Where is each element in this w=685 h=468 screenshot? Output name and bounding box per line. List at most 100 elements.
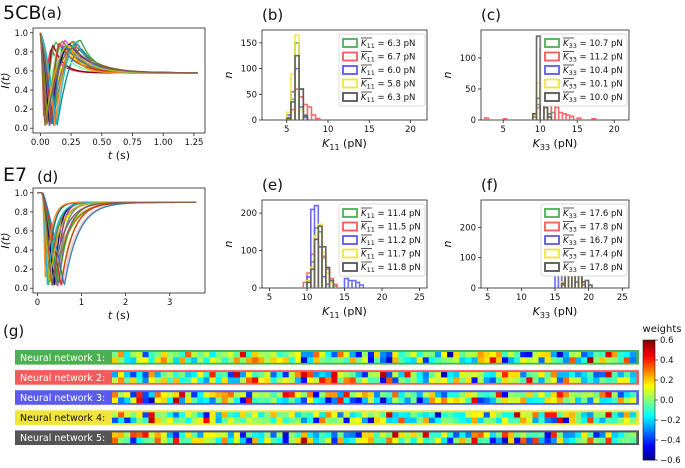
colorbar-segment	[643, 436, 655, 439]
colorbar-segment	[643, 354, 655, 357]
heatmap-cell	[374, 432, 381, 438]
heatmap-cell	[349, 432, 357, 438]
heatmap-cell	[313, 392, 320, 398]
legend-box-f	[540, 203, 628, 277]
heatmap-cell	[233, 357, 241, 363]
heatmap-cell	[239, 372, 247, 378]
heatmap-cell	[623, 372, 631, 378]
heatmap-cell	[422, 412, 430, 418]
heatmap-cell	[191, 372, 198, 378]
colorbar-segment	[643, 440, 655, 443]
legend-swatch	[544, 92, 560, 102]
heatmap-cell	[495, 357, 503, 363]
heatmap-cell	[313, 377, 320, 383]
heatmap-cell	[599, 377, 606, 383]
heatmap-cell	[538, 372, 545, 378]
y-tick-label-c: 0	[471, 116, 476, 126]
heatmap-cell	[508, 392, 515, 398]
panel-label-a: (a)	[41, 4, 62, 22]
heatmap-cell	[179, 397, 186, 403]
heatmap-cell	[124, 437, 131, 444]
heatmap-cell	[532, 397, 539, 403]
heatmap-cell	[288, 437, 296, 444]
heatmap-cell	[258, 377, 265, 383]
heatmap-cell	[343, 437, 350, 444]
heatmap-cell	[118, 412, 125, 418]
heatmap-cell	[252, 377, 259, 383]
series-line	[39, 32, 198, 125]
heatmap-cell	[374, 357, 381, 363]
x-tick-label-b: 10	[323, 125, 334, 135]
heatmap-cell	[337, 377, 344, 383]
heatmap-cell	[227, 437, 235, 444]
heatmap-cell	[221, 437, 229, 444]
heatmap-cell	[532, 352, 539, 358]
heatmap-cell	[374, 352, 381, 358]
heatmap-cell	[215, 372, 222, 378]
heatmap-cell	[270, 417, 277, 424]
heatmap-cell	[124, 372, 131, 378]
heatmap-cell	[282, 437, 289, 444]
heatmap-cell	[343, 392, 350, 398]
heatmap-cell	[300, 417, 308, 424]
heatmap-cell	[623, 357, 631, 363]
heatmap-cell	[532, 437, 539, 444]
heatmap-cell	[337, 412, 344, 418]
colorbar-segment	[643, 392, 655, 395]
heatmap-cell	[520, 412, 527, 418]
heatmap-cell	[154, 357, 162, 363]
heatmap-cell	[587, 352, 594, 358]
legend-swatch	[544, 235, 560, 245]
heatmap-cell	[520, 397, 527, 403]
heatmap-cell	[544, 392, 551, 398]
colorbar-segment	[643, 406, 655, 409]
heatmap-cell	[544, 372, 551, 378]
heatmap-cell	[166, 417, 174, 424]
heatmap-cell	[495, 417, 503, 424]
heatmap-cell	[538, 412, 545, 418]
heatmap-cell	[258, 352, 265, 358]
heatmap-cell	[185, 417, 192, 424]
histogram-series-3	[306, 204, 365, 288]
colorbar-segment	[643, 346, 655, 349]
heatmap-cell	[203, 437, 210, 444]
heatmap-cell	[124, 377, 131, 383]
heatmap-cell	[441, 357, 448, 363]
heatmap-cell	[562, 357, 570, 363]
heatmap-cell	[331, 352, 338, 358]
heatmap-cell	[136, 357, 143, 363]
heatmap-cell	[471, 412, 478, 418]
heatmap-cell	[276, 392, 283, 398]
heatmap-cell	[203, 352, 210, 358]
heatmap-cell	[215, 377, 222, 383]
heatmap-cell	[374, 377, 381, 383]
heatmap-cell	[459, 417, 466, 424]
heatmap-cell	[294, 377, 302, 383]
heatmap-cell	[483, 392, 491, 398]
legend-swatch	[544, 65, 560, 75]
heatmap-cell	[185, 392, 192, 398]
legend-entry: K11 = 11.4 pN	[361, 209, 421, 220]
heatmap-cell	[221, 352, 229, 358]
heatmap-cell	[568, 352, 576, 358]
heatmap-cell	[294, 372, 302, 378]
heatmap-cell	[118, 357, 125, 363]
heatmap-cell	[453, 372, 460, 378]
heatmap-cell	[252, 352, 259, 358]
heatmap-cell	[179, 372, 186, 378]
heatmap-cell	[313, 432, 320, 438]
heatmap-cell	[319, 417, 326, 424]
y-tick-label-a: 1.0	[14, 29, 28, 39]
heatmap-cell	[380, 437, 387, 444]
heatmap-cell	[166, 397, 174, 403]
heatmap-cell	[434, 417, 442, 424]
heatmap-cell	[179, 392, 186, 398]
heatmap-cell	[434, 377, 442, 383]
heatmap-cell	[459, 372, 466, 378]
heatmap-cell	[215, 397, 222, 403]
heatmap-cell	[185, 357, 192, 363]
heatmap-cell	[300, 357, 308, 363]
heatmap-cell	[617, 417, 625, 424]
heatmap-cell	[550, 392, 558, 398]
